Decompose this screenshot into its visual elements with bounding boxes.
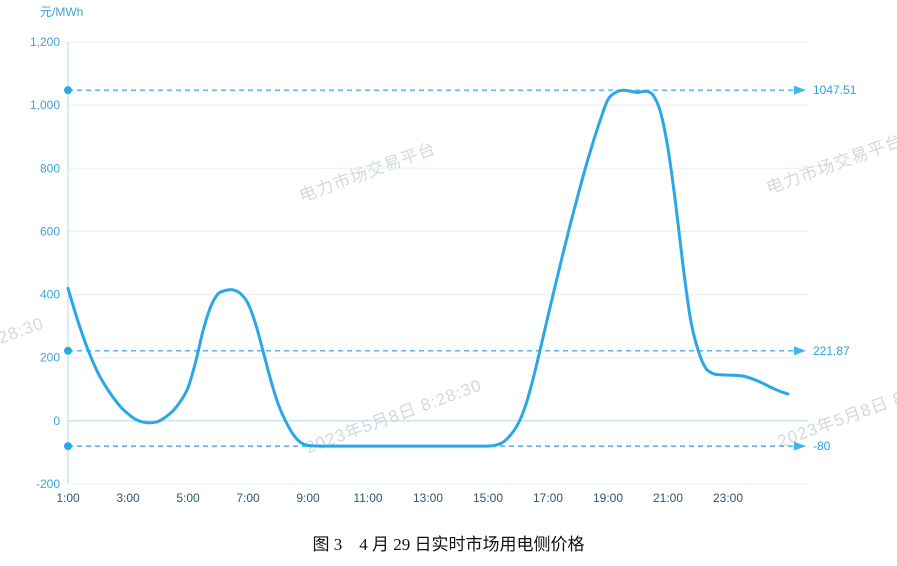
x-tick-label: 5:00 [176, 491, 200, 505]
y-tick-label: 200 [40, 351, 60, 365]
y-tick-label: 1,000 [30, 98, 60, 112]
y-axis-unit-label: 元/MWh [40, 5, 83, 19]
price-line-chart: -200 0 200 400 600 800 1,000 1,200 1:00 3:00 5:00 7… [30, 5, 857, 505]
figure-caption: 图 3 4 月 29 日实时市场用电侧价格 [312, 535, 585, 554]
reference-value-label: -80 [813, 439, 831, 453]
x-tick-label: 13:00 [413, 491, 443, 505]
x-tick-label: 19:00 [593, 491, 623, 505]
y-tick-label: 1,200 [30, 35, 60, 49]
y-tick-label: 600 [40, 224, 60, 238]
x-tick-label: 7:00 [236, 491, 260, 505]
reference-arrow-icon [794, 85, 806, 95]
x-tick-label: 21:00 [653, 491, 683, 505]
price-line-series [66, 88, 790, 448]
y-tick-label: -200 [36, 477, 60, 491]
reference-arrow-icon [794, 441, 806, 451]
y-tick-label: 800 [40, 161, 60, 175]
reference-axis-dot [64, 346, 72, 355]
reference-axis-dot [64, 86, 72, 95]
x-tick-label: 9:00 [296, 491, 320, 505]
reference-value-label: 1047.51 [813, 83, 857, 97]
x-tick-label: 1:00 [56, 491, 80, 505]
y-tick-label: 400 [40, 288, 60, 302]
x-tick-label: 11:00 [353, 491, 382, 505]
reference-value-label: 221.87 [813, 344, 850, 358]
x-tick-label: 17:00 [533, 491, 563, 505]
reference-arrow-icon [794, 346, 806, 356]
y-tick-label: 0 [53, 414, 60, 428]
x-tick-label: 23:00 [713, 491, 743, 505]
reference-axis-dot [64, 442, 72, 451]
x-tick-label: 15:00 [473, 491, 503, 505]
x-tick-label: 3:00 [116, 491, 140, 505]
